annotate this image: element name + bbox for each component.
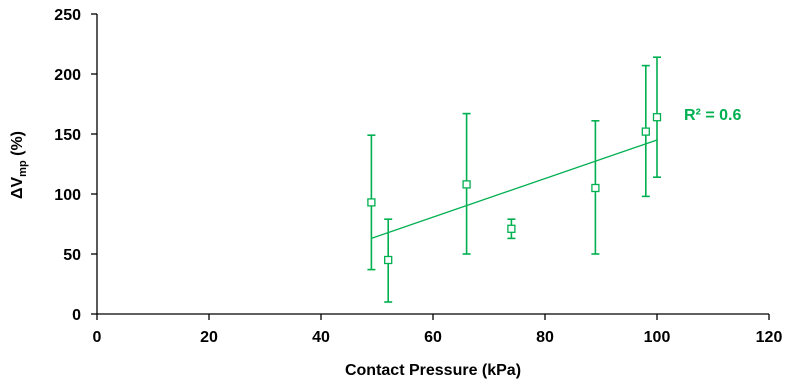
y-axis-title-suffix: (%) — [9, 131, 26, 160]
x-tick-label: 80 — [536, 329, 554, 346]
y-tick-label: 150 — [54, 127, 81, 144]
data-point — [507, 224, 516, 233]
y-tick-label: 200 — [54, 67, 81, 84]
x-tick-label: 100 — [644, 329, 671, 346]
y-tick-label: 0 — [72, 307, 81, 324]
data-point — [591, 183, 600, 193]
x-tick-label: 20 — [200, 329, 218, 346]
x-axis-title: Contact Pressure (kPa) — [345, 362, 521, 379]
trendline — [371, 139, 658, 240]
data-points-group — [367, 113, 662, 265]
y-tick-label: 50 — [63, 247, 81, 264]
trendline-group — [371, 139, 658, 240]
x-tick-label: 120 — [756, 329, 783, 346]
data-point — [462, 180, 471, 189]
data-point — [641, 127, 650, 136]
r-squared-annotation: R² = 0.6 — [684, 107, 741, 124]
y-axis-title: ΔVmp (%) — [9, 131, 29, 199]
data-point — [652, 113, 662, 122]
error-bars-group — [367, 56, 661, 303]
y-tick-label: 250 — [54, 7, 81, 24]
y-tick-label: 100 — [54, 187, 81, 204]
data-point — [367, 198, 376, 207]
y-axis-title-subscript: mp — [17, 160, 29, 177]
x-tick-label: 60 — [424, 329, 442, 346]
x-tick-label: 0 — [93, 329, 102, 346]
y-axis-title-main: ΔV — [9, 177, 26, 200]
x-tick-label: 40 — [312, 329, 330, 346]
data-point — [384, 255, 393, 265]
axes: 0 20 40 60 80 100 120 0 50 100 150 200 250 — [54, 7, 782, 346]
